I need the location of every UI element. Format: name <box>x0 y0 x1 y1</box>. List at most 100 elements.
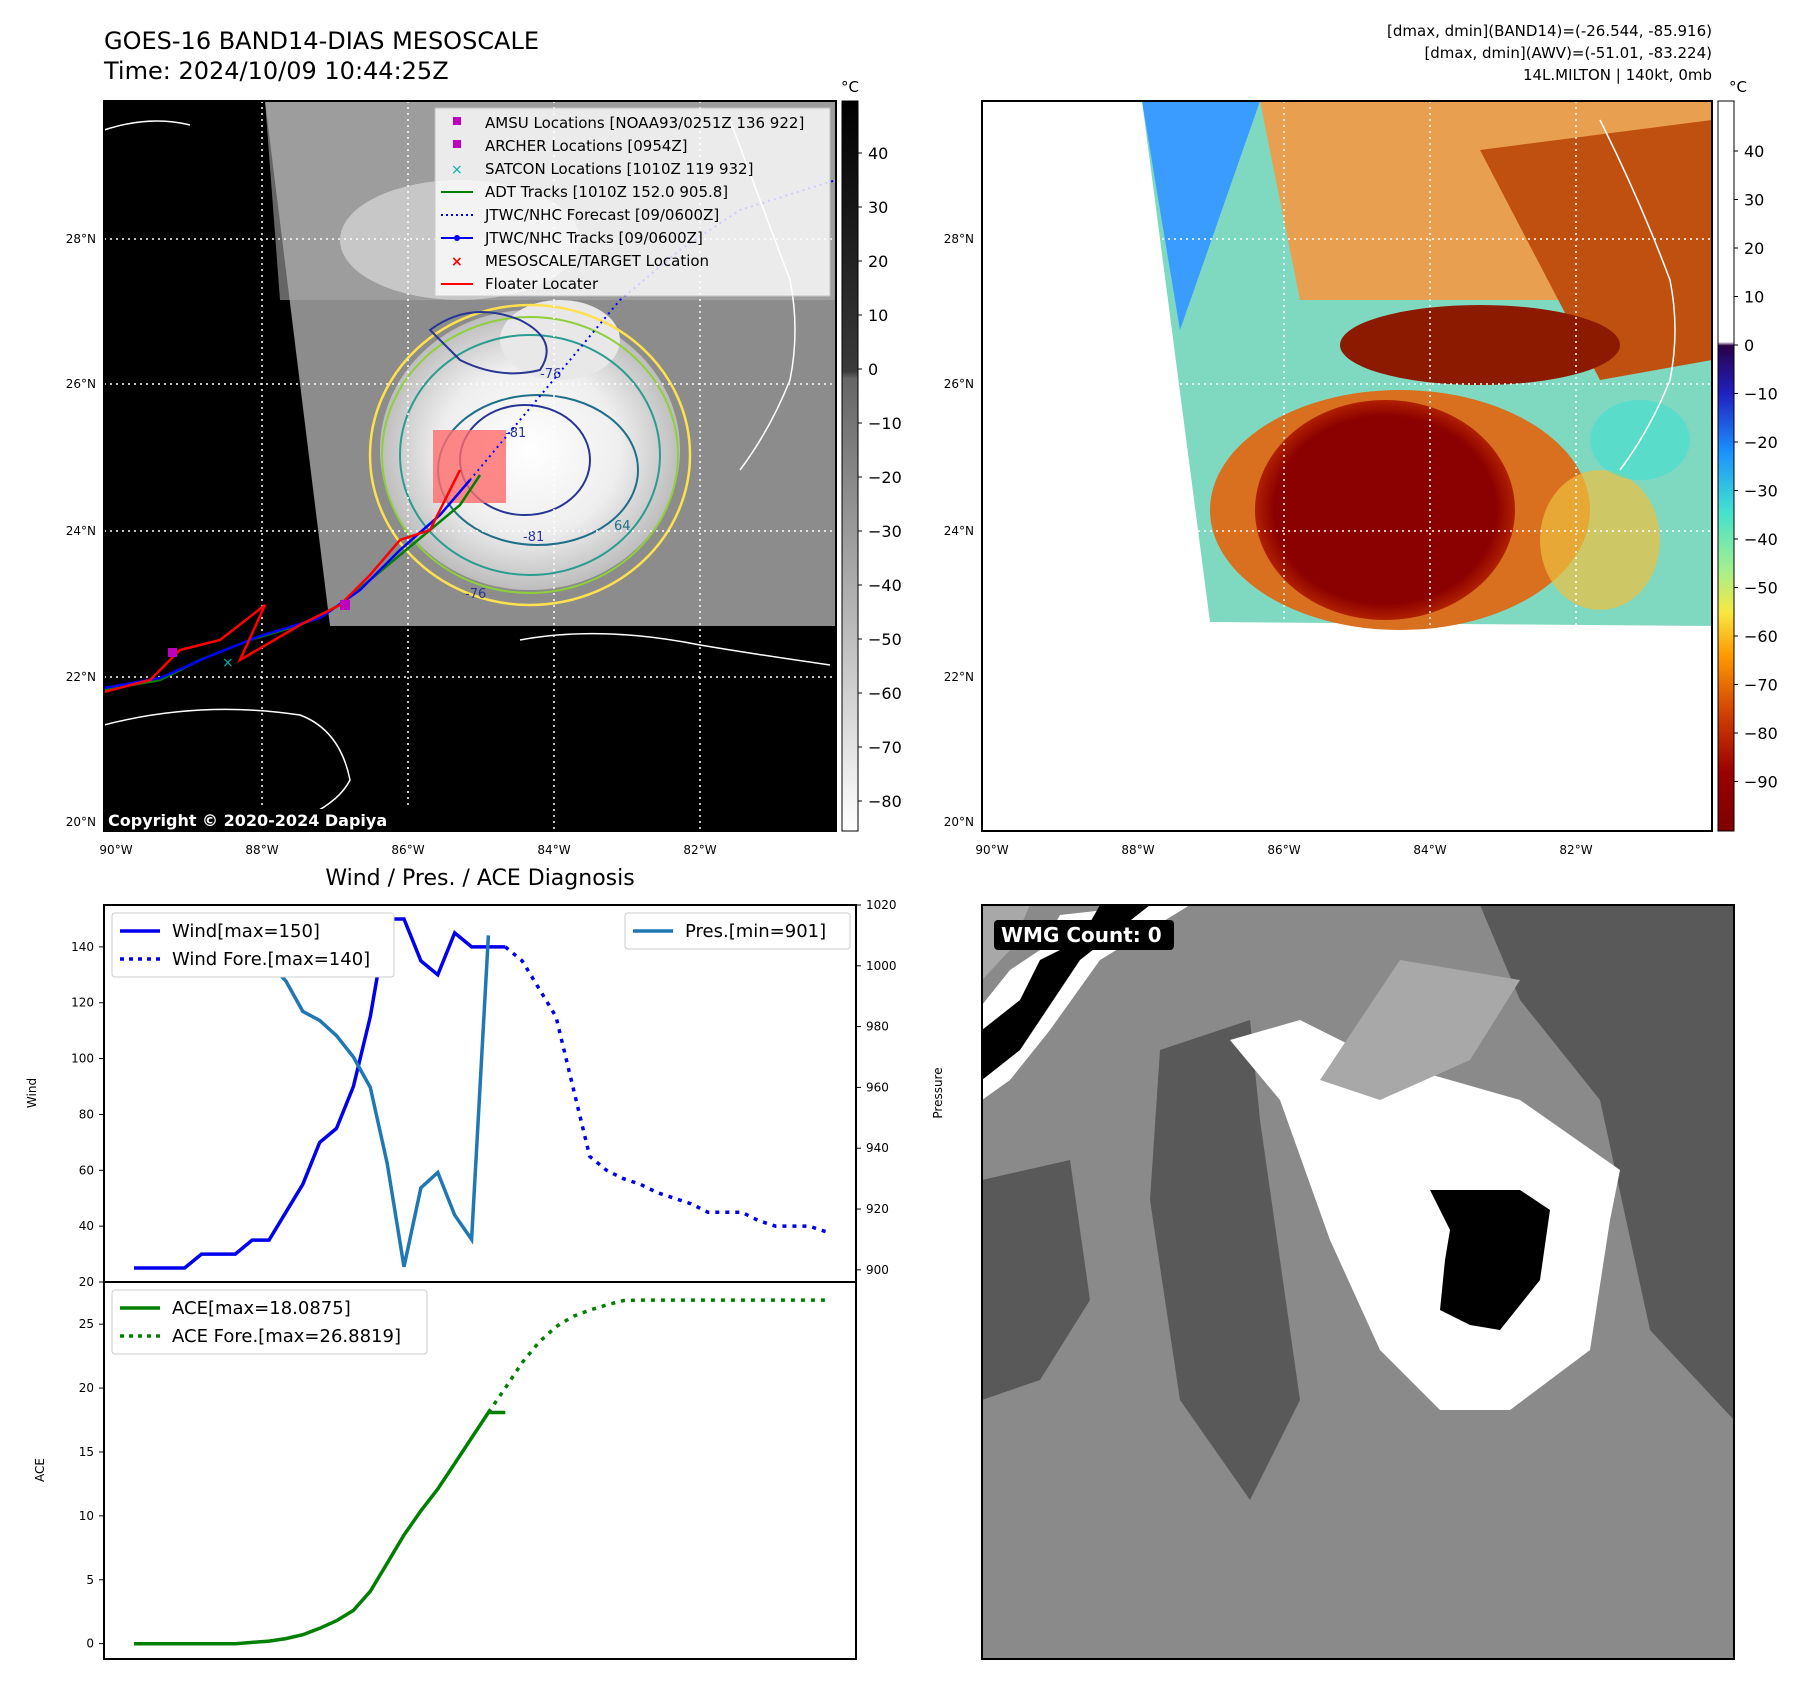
awv-coastline-florida <box>1599 119 1676 471</box>
ir-colorbar-tick-label: −40 <box>868 576 902 595</box>
ir-colorbar: °C 40 30 20 10 0 −10 −20 −30 −40 −50 −60 −70 −80 <box>841 78 902 832</box>
wmg-grey-patch <box>1320 960 1520 1100</box>
awv-colorbar-unit: °C <box>1729 78 1747 96</box>
wind-chart-series-0 <box>134 917 506 1270</box>
ir-colorbar-tick-label: 0 <box>868 360 878 379</box>
awv-map-frame <box>981 100 1713 832</box>
contour-label-4: 64 <box>614 519 631 534</box>
awv-colorbar-tick-label: −40 <box>1744 530 1778 549</box>
legend-forecast-label: JTWC/NHC Forecast [09/0600Z] <box>484 206 719 224</box>
awv-colorbar: °C 40 30 20 10 0 −10 −20 −30 −40 −50 −60 −70 −80 −90 <box>1717 78 1778 832</box>
legend-amsu-icon <box>453 117 461 125</box>
legend-tracks-dot <box>454 235 460 241</box>
pressure-legend-box <box>624 912 851 950</box>
ir-lon-labels: 90°W 88°W 86°W 84°W 82°W <box>99 843 716 857</box>
awv-lat-22: 22°N <box>944 670 974 684</box>
contour-navy-north <box>428 311 548 375</box>
ir-lon-84: 84°W <box>537 843 570 857</box>
ace-chart-ytick-label: 25 <box>79 1317 94 1331</box>
copyright-text: Copyright © 2020-2024 Dapiya <box>108 811 387 830</box>
awv-lat-labels: 28°N 26°N 24°N 22°N 20°N <box>944 232 974 829</box>
wind-legend-box <box>111 912 395 978</box>
awv-colorbar-tick-label: 10 <box>1744 288 1764 307</box>
wind-chart-y2tick-label: 960 <box>866 1080 889 1094</box>
awv-map-gridlines <box>982 101 1712 831</box>
wind-chart-ytick-label: 100 <box>71 1052 94 1066</box>
wind-chart-ytick-label: 80 <box>79 1107 94 1121</box>
wind-chart-ytick-label: 40 <box>79 1219 94 1233</box>
ir-cdo <box>380 310 680 590</box>
coastline-yucatan <box>104 708 351 816</box>
wmg-dark-band <box>1150 1020 1300 1500</box>
wind-axis-label: Wind <box>25 1078 39 1108</box>
ace-legend-label: ACE Fore.[max=26.8819] <box>172 1326 401 1347</box>
wind-chart-y2tick-label: 1020 <box>866 898 897 912</box>
awv-colorbar-tick-label: −70 <box>1744 676 1778 695</box>
awv-dry-air-west <box>1142 101 1260 330</box>
ir-lat-28: 28°N <box>66 232 96 246</box>
legend-target-icon: × <box>451 254 463 270</box>
ir-colorbar-tick-label: 30 <box>868 198 888 217</box>
awv-colorbar-tick-label: −80 <box>1744 724 1778 743</box>
coastline-gulf-north <box>104 120 191 131</box>
contour-yellow <box>368 303 692 607</box>
awv-cdo <box>1255 400 1515 620</box>
ace-legend-label: ACE[max=18.0875] <box>172 1298 351 1319</box>
wmg-count-label: WMG Count: 0 <box>1001 923 1162 947</box>
ir-colorbar-tick-label: 20 <box>868 252 888 271</box>
wind-chart-ytick-label: 120 <box>71 996 94 1010</box>
ir-colorbar-tick-label: −30 <box>868 522 902 541</box>
legend-tracks-label: JTWC/NHC Tracks [09/0600Z] <box>484 229 703 247</box>
awv-lon-88: 88°W <box>1121 843 1154 857</box>
awv-colorbar-tick-label: −50 <box>1744 579 1778 598</box>
awv-lat-26: 26°N <box>944 377 974 391</box>
wind-chart-y2tick-label: 1000 <box>866 959 897 973</box>
wmg-dark-west <box>982 1160 1090 1400</box>
wind-legend-label: Wind[max=150] <box>172 921 320 942</box>
amsu-marker <box>340 600 350 610</box>
awv-map-panel <box>981 100 1713 832</box>
ace-legend-box <box>111 1289 428 1355</box>
awv-colorbar-tick-label: 40 <box>1744 142 1764 161</box>
wmg-label-bg <box>994 920 1174 950</box>
wmg-frame <box>981 904 1735 1660</box>
awv-colorbar-tick-label: −30 <box>1744 482 1778 501</box>
legend-satcon-label: SATCON Locations [1010Z 119 932] <box>485 160 753 178</box>
contour-green <box>381 316 679 594</box>
ir-colorbar-tick-label: −70 <box>868 738 902 757</box>
copyright-bg <box>104 809 414 831</box>
contour-label-5: -76 <box>540 367 561 382</box>
awv-lat-20: 20°N <box>944 815 974 829</box>
awv-colorbar-tick-label: −60 <box>1744 627 1778 646</box>
ir-colorbar-ticks: 40 30 20 10 0 −10 −20 −30 −40 −50 −60 −70 −80 <box>858 144 902 811</box>
ir-lon-86: 86°W <box>391 843 424 857</box>
awv-moist-florida <box>1480 120 1712 380</box>
ir-colorbar-unit: °C <box>841 78 859 96</box>
ir-colorbar-tick-label: −10 <box>868 414 902 433</box>
wmg-white-ring <box>1230 1020 1620 1410</box>
wmg-panel: WMG Count: 0 <box>981 904 1735 1660</box>
ir-lon-82: 82°W <box>683 843 716 857</box>
contour-teal <box>399 334 661 576</box>
map-legend: AMSU Locations [NOAA93/0251Z 136 922] AR… <box>434 107 831 297</box>
awv-colorbar-tick-label: −10 <box>1744 385 1778 404</box>
ir-cloud-feature <box>500 300 620 380</box>
awv-band <box>1340 305 1620 385</box>
legend-satcon-icon: × <box>451 162 463 178</box>
legend-adt-label: ADT Tracks [1010Z 152.0 905.8] <box>485 183 728 201</box>
ir-colorbar-tick-label: −50 <box>868 630 902 649</box>
contour-label-3: -76 <box>465 587 486 602</box>
ir-colorbar-ramp <box>841 100 859 832</box>
awv-colorbar-tick-label: 20 <box>1744 239 1764 258</box>
wind-chart-y2tick-label: 900 <box>866 1263 889 1277</box>
wind-chart-y2tick-label: 920 <box>866 1202 889 1216</box>
ir-lat-labels: 28°N 26°N 24°N 22°N 20°N <box>66 232 96 829</box>
ir-lat-24: 24°N <box>66 524 96 538</box>
info-storm: 14L.MILTON | 140kt, 0mb <box>1522 66 1712 84</box>
ace-chart-ytick-label: 20 <box>79 1381 94 1395</box>
wind-chart-series-1 <box>504 945 827 1234</box>
ace-chart-ytick-label: 0 <box>86 1637 94 1651</box>
ace-axis-label: ACE <box>33 1458 47 1482</box>
chart-title-line2: Time: 2024/10/09 10:44:25Z <box>104 57 449 85</box>
